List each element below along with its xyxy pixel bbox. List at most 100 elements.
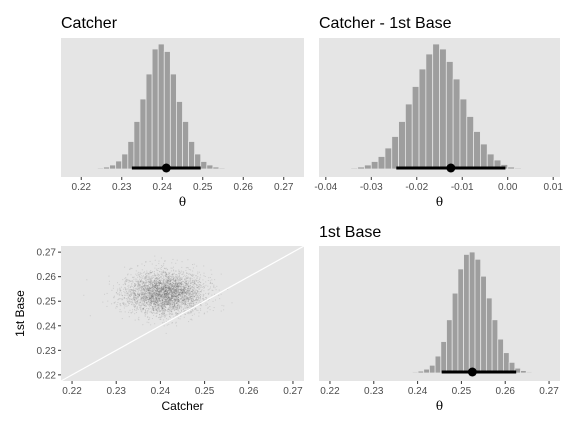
scatter-point <box>179 278 180 279</box>
scatter-point <box>141 273 142 274</box>
scatter-point <box>180 289 181 290</box>
scatter-point <box>139 276 140 277</box>
scatter-point <box>208 307 209 308</box>
scatter-point <box>124 283 125 284</box>
scatter-point <box>90 315 91 316</box>
scatter-point <box>172 309 173 310</box>
scatter-point <box>140 302 141 303</box>
scatter-point <box>121 295 122 296</box>
y-tick-label: 0.25 <box>37 297 57 308</box>
scatter-point <box>192 276 193 277</box>
scatter-point <box>171 303 172 304</box>
scatter-point <box>122 295 123 296</box>
histogram-bar <box>429 365 435 373</box>
scatter-point <box>119 289 120 290</box>
scatter-point <box>171 270 172 271</box>
scatter-point <box>165 278 166 279</box>
scatter-point <box>122 299 123 300</box>
scatter-point <box>134 296 135 297</box>
scatter-point <box>175 315 176 316</box>
scatter-point <box>163 270 164 271</box>
scatter-point <box>144 295 145 296</box>
scatter-point <box>156 282 157 283</box>
x-tick-label: -0.03 <box>360 182 383 193</box>
scatter-point <box>159 277 160 278</box>
scatter-point <box>124 298 125 299</box>
scatter-point <box>128 295 129 296</box>
scatter-point <box>155 300 156 301</box>
scatter-point <box>170 298 171 299</box>
scatter-point <box>216 286 217 287</box>
scatter-point <box>137 301 138 302</box>
scatter-point <box>190 285 191 286</box>
scatter-point <box>150 307 151 308</box>
scatter-point <box>148 279 149 280</box>
scatter-point <box>146 299 147 300</box>
scatter-point <box>185 270 186 271</box>
scatter-point <box>166 298 167 299</box>
scatter-point <box>125 277 126 278</box>
scatter-point <box>184 297 185 298</box>
scatter-point <box>160 296 161 297</box>
scatter-point <box>203 296 204 297</box>
scatter-point <box>135 310 136 311</box>
scatter-point <box>128 312 129 313</box>
scatter-point <box>178 300 179 301</box>
scatter-point <box>175 263 176 264</box>
scatter-point <box>133 297 134 298</box>
scatter-point <box>195 293 196 294</box>
scatter-point <box>137 295 138 296</box>
scatter-point <box>177 309 178 310</box>
x-tick-label: 0.23 <box>364 386 384 397</box>
scatter-point <box>208 277 209 278</box>
scatter-point <box>186 290 187 291</box>
scatter-point <box>149 276 150 277</box>
scatter-point <box>196 299 197 300</box>
scatter-point <box>192 264 193 265</box>
scatter-point <box>192 309 193 310</box>
scatter-point <box>148 304 149 305</box>
histogram-bar <box>91 169 97 170</box>
scatter-point <box>157 275 158 276</box>
scatter-point <box>168 280 169 281</box>
scatter-point <box>183 292 184 293</box>
scatter-point <box>159 304 160 305</box>
scatter-point <box>149 300 150 301</box>
scatter-point <box>161 280 162 281</box>
scatter-point <box>137 282 138 283</box>
scatter-point <box>214 294 215 295</box>
scatter-point <box>190 306 191 307</box>
scatter-point <box>177 306 178 307</box>
scatter-point <box>157 310 158 311</box>
scatter-point <box>133 291 134 292</box>
y-tick-label: 0.23 <box>37 346 57 357</box>
scatter-point <box>183 281 184 282</box>
histogram-bar <box>412 87 419 170</box>
scatter-point <box>199 291 200 292</box>
scatter-point <box>116 292 117 293</box>
scatter-point <box>185 295 186 296</box>
scatter-point <box>156 285 157 286</box>
scatter-point <box>137 306 138 307</box>
histogram-bar <box>433 44 440 169</box>
scatter-point <box>134 306 135 307</box>
scatter-point <box>182 297 183 298</box>
histogram-bar <box>116 161 122 169</box>
scatter-point <box>186 278 187 279</box>
scatter-point <box>173 292 174 293</box>
scatter-point <box>168 319 169 320</box>
x-tick-label: 0.24 <box>151 386 171 397</box>
scatter-point <box>163 277 164 278</box>
scatter-point <box>192 319 193 320</box>
scatter-point <box>135 285 136 286</box>
scatter-point <box>156 284 157 285</box>
scatter-point <box>150 302 151 303</box>
scatter-point <box>161 271 162 272</box>
scatter-point <box>196 302 197 303</box>
scatter-point <box>144 277 145 278</box>
scatter-point <box>179 273 180 274</box>
scatter-point <box>198 298 199 299</box>
scatter-point <box>195 275 196 276</box>
scatter-point <box>138 282 139 283</box>
scatter-point <box>204 313 205 314</box>
